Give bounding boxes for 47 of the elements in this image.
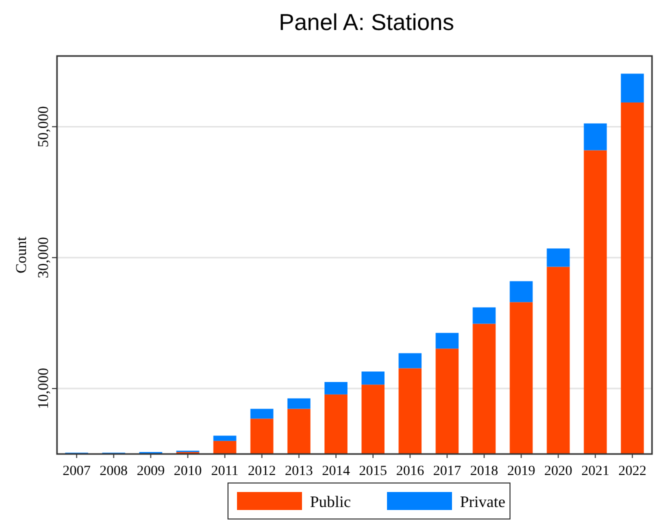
bar — [472, 307, 496, 324]
bar — [362, 384, 385, 454]
x-tick-label: 2007 — [62, 464, 91, 479]
x-tick-label: 2008 — [100, 464, 128, 479]
bar — [436, 332, 459, 349]
bar — [620, 102, 644, 454]
bar — [584, 150, 607, 454]
bar — [287, 408, 310, 454]
bar — [620, 74, 644, 102]
bar — [436, 348, 459, 454]
x-tick-label: 2014 — [322, 464, 350, 479]
bar — [546, 248, 570, 267]
x-tick-label: 2011 — [211, 464, 239, 479]
chart-title: Panel A: Stations — [278, 9, 454, 35]
x-tick-label: 2012 — [248, 464, 276, 479]
bar — [584, 123, 607, 150]
bar — [213, 436, 236, 441]
bar — [472, 324, 496, 454]
bar — [362, 372, 385, 385]
legend-label: Public — [310, 494, 351, 511]
x-tick-label: 2019 — [507, 464, 536, 479]
bar — [213, 440, 236, 454]
bar — [510, 302, 533, 454]
bar — [250, 408, 274, 419]
x-tick-label: 2020 — [544, 464, 572, 479]
bar — [324, 382, 348, 394]
bar — [287, 398, 310, 409]
y-axis-title: Count — [14, 236, 30, 274]
bar — [250, 418, 274, 454]
y-tick-label: 30,000 — [36, 236, 52, 278]
bar — [546, 266, 570, 454]
x-tick-label: 2009 — [136, 464, 165, 479]
bar — [324, 394, 348, 454]
x-tick-label: 2010 — [174, 464, 202, 479]
x-tick-label: 2018 — [470, 464, 498, 479]
bar — [398, 368, 422, 454]
bar — [510, 281, 533, 302]
x-tick-label: 2013 — [284, 464, 313, 479]
x-tick-label: 2015 — [359, 464, 388, 479]
x-tick-label: 2021 — [581, 464, 610, 479]
x-tick-label: 2017 — [433, 464, 462, 479]
y-tick-label: 10,000 — [36, 368, 52, 410]
y-tick-label: 50,000 — [36, 106, 52, 148]
legend-label: Private — [460, 494, 506, 511]
x-tick-label: 2016 — [396, 464, 424, 479]
x-tick-label: 2022 — [618, 464, 646, 479]
bar — [398, 353, 422, 368]
